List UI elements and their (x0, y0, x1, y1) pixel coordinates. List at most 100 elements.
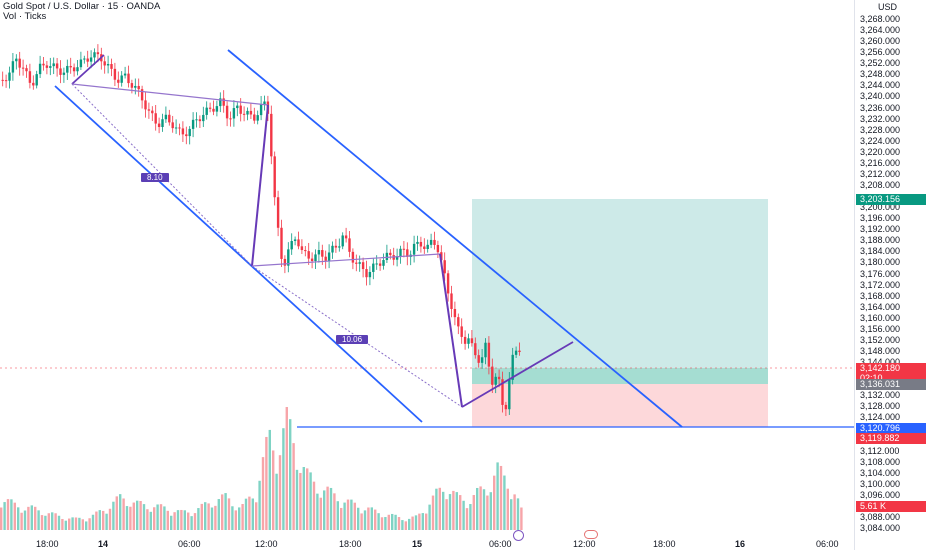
price-tick-label: 3,240.000 (860, 91, 901, 102)
volume-bar (482, 489, 486, 530)
candle-body (501, 379, 504, 405)
volume-bar (499, 465, 503, 530)
volume-bar (251, 498, 254, 530)
candle-body (239, 105, 242, 114)
loss-zone (472, 384, 768, 427)
drawings[interactable] (0, 49, 854, 428)
candle-body (52, 63, 55, 67)
channel-lower-line (54, 85, 423, 423)
candle-body (28, 71, 32, 83)
price-tick-label: 3,148.000 (860, 345, 901, 356)
candle-body (423, 246, 426, 249)
volume-bar (462, 500, 465, 530)
candle-body (429, 239, 433, 245)
price-tick-label: 3,188.000 (860, 235, 901, 246)
volume-bar (309, 472, 312, 530)
price-tick-label: 3,108.000 (860, 456, 901, 467)
volume-bar (425, 513, 428, 530)
candle-body (69, 65, 72, 68)
time-label: 14 (98, 539, 109, 549)
candle-body (144, 100, 147, 110)
volume-bar (380, 517, 384, 530)
time-label: 18:00 (653, 539, 676, 549)
candle-body (321, 250, 324, 257)
volume-bar (289, 419, 292, 530)
pattern-projection (461, 341, 574, 408)
price-tick-label: 3,196.000 (860, 213, 901, 224)
volume-bar (346, 499, 350, 530)
candle-body (59, 68, 62, 75)
volume-bar (326, 486, 329, 530)
candle-body (297, 239, 300, 247)
volume-bar (193, 513, 197, 530)
volume-bar (44, 515, 47, 530)
volume-bar (360, 513, 363, 530)
candle-body (341, 235, 344, 247)
price-tick-label: 3,228.000 (860, 124, 901, 135)
volume-bar (516, 498, 520, 530)
volume-bar (115, 496, 118, 530)
candle-body (389, 252, 392, 256)
volume-label[interactable]: Vol · Ticks (3, 11, 47, 22)
volume-bar (166, 510, 169, 530)
candle-body (300, 246, 304, 251)
volume-value-tag: 5.61 K (856, 501, 926, 512)
volume-bar (292, 443, 295, 530)
price-axis[interactable]: USD 3,268.000 3,264.000 3,260.000 3,256.000… (854, 0, 932, 550)
fib-label-lower[interactable]: 10.06 (336, 335, 369, 344)
countdown-timer: 02:10 (860, 373, 883, 383)
candle-body (457, 317, 460, 327)
candle-body (348, 238, 351, 252)
channel-upper-line (227, 49, 683, 428)
candle-body (412, 243, 416, 255)
price-tick-label: 3,244.000 (860, 80, 901, 91)
pattern-leg-3 (439, 253, 463, 408)
candle-body (212, 108, 215, 112)
volume-bar (173, 512, 176, 530)
volume-bar (47, 513, 50, 530)
volume-bar (54, 513, 57, 530)
candle-body (178, 127, 181, 129)
volume-bar (445, 499, 448, 530)
volume-bar (431, 495, 435, 530)
candle-body (270, 113, 273, 157)
time-label: 16 (735, 539, 746, 549)
candle-body (460, 326, 463, 337)
volume-bar (176, 510, 180, 530)
candle-body (433, 239, 436, 245)
economic-event-icon[interactable] (584, 530, 598, 539)
volume-bar (414, 515, 418, 530)
volume-bar (105, 513, 108, 530)
price-tick-label: 3,176.000 (860, 268, 901, 279)
candle-body (446, 273, 450, 294)
volume-bar (149, 511, 152, 530)
candle-body (188, 128, 191, 137)
volume-bar (132, 502, 135, 530)
position-zones[interactable] (472, 199, 768, 427)
fib-label-upper[interactable]: 8.10 (141, 173, 169, 182)
chart-title[interactable]: Gold Spot / U.S. Dollar · 15 · OANDA (3, 1, 161, 12)
volume-bar (30, 505, 33, 530)
volume-bar (244, 498, 248, 530)
volume-bar (190, 516, 193, 530)
candle-body (106, 64, 110, 66)
price-tick-label: 3,208.000 (860, 179, 901, 190)
volume-bar (217, 499, 220, 530)
volume-bar (472, 495, 475, 530)
candle-body (253, 114, 256, 121)
candle-body (372, 263, 375, 272)
candle-body (202, 114, 205, 122)
candle-body (344, 235, 348, 239)
volume-bar (3, 502, 6, 530)
volume-bar (319, 497, 322, 530)
candle-body (327, 252, 331, 261)
pattern-leg-2 (251, 104, 269, 267)
price-tick-label: 3,088.000 (860, 511, 901, 522)
price-tick-label: 3,184.000 (860, 246, 901, 257)
volume-bars (0, 407, 523, 530)
price-tick-label: 3,152.000 (860, 334, 901, 345)
candle-body (147, 109, 151, 111)
volume-bar (312, 481, 316, 530)
news-icon[interactable] (513, 530, 524, 541)
